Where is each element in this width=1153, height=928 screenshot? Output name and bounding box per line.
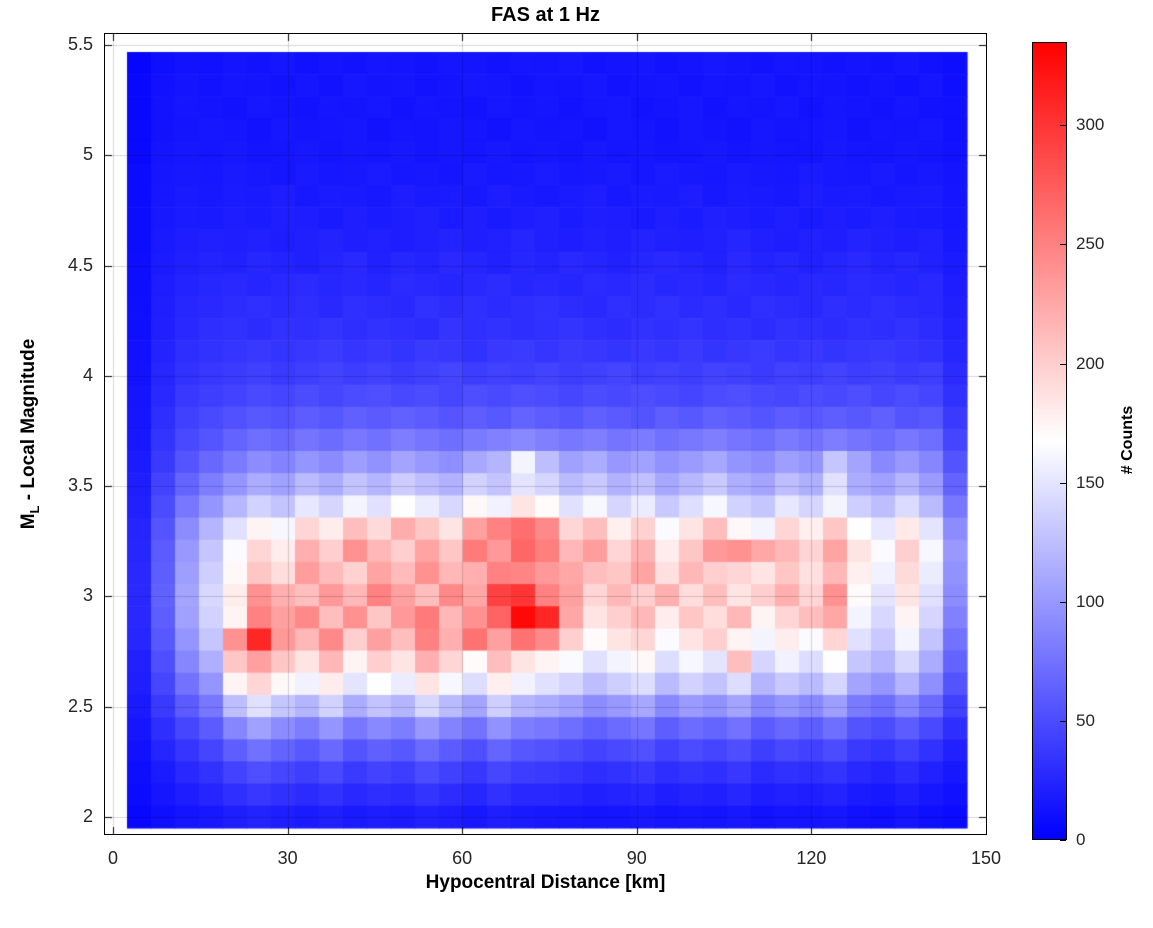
x-tick-label: 0 <box>107 848 119 868</box>
y-tick-label: 4 <box>82 364 93 385</box>
colorbar-tick <box>1060 840 1066 841</box>
colorbar-tick <box>1060 363 1066 365</box>
heatmap-canvas <box>105 34 986 834</box>
colorbar-tick-label: 50 <box>1076 710 1095 730</box>
x-tick-label: 60 <box>452 848 473 868</box>
y-tick-label: 4.5 <box>67 254 93 275</box>
y-tick-label: 5.5 <box>67 34 93 54</box>
y-tick-label: 2.5 <box>67 695 93 716</box>
colorbar <box>1032 42 1067 840</box>
colorbar-tick-label: 250 <box>1076 234 1105 254</box>
x-tick-label: 150 <box>970 848 1002 868</box>
x-tick-label: 30 <box>277 848 298 868</box>
plot-area <box>104 33 987 835</box>
colorbar-tick <box>1060 482 1066 484</box>
x-tick-label: 120 <box>796 848 827 868</box>
chart-title: FAS at 1 Hz <box>491 4 600 26</box>
colorbar-tick-label: 150 <box>1076 472 1105 492</box>
y-tick-label: 2 <box>82 805 93 826</box>
colorbar-tick-label: 300 <box>1076 115 1105 135</box>
x-axis-label: Hypocentral Distance [km] <box>425 872 666 893</box>
colorbar-tick <box>1060 720 1066 722</box>
colorbar-tick-label: 200 <box>1076 353 1105 373</box>
colorbar-tick <box>1060 125 1066 127</box>
colorbar-tick <box>1060 244 1066 246</box>
colorbar-tick <box>1060 601 1066 603</box>
y-tick-label: 5 <box>82 144 93 165</box>
y-tick-label: 3.5 <box>67 475 93 496</box>
x-tick-label: 90 <box>626 848 647 868</box>
colorbar-tick-label: 0 <box>1076 830 1086 849</box>
y-tick-label: 3 <box>82 585 93 606</box>
colorbar-tick-label: 100 <box>1076 591 1105 611</box>
